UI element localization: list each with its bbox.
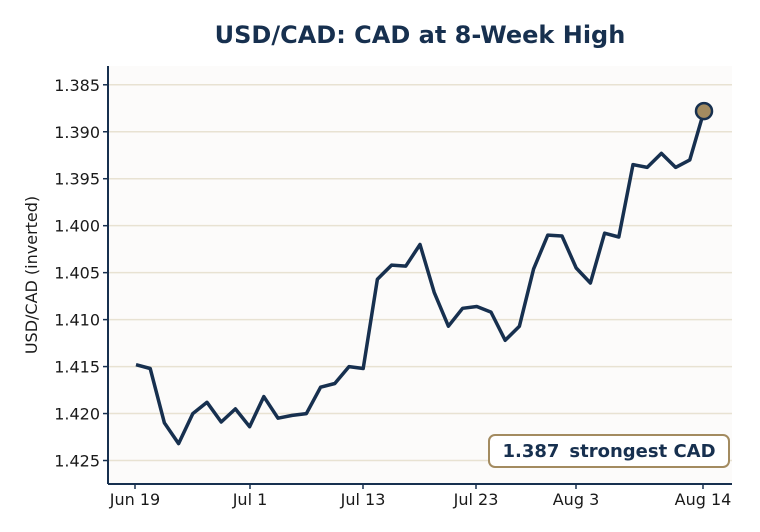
x-tick-label: Jul 23 <box>453 490 499 509</box>
y-axis-ticks: 1.385 1.390 1.395 1.400 1.405 1.410 1.415 1.420… <box>54 76 108 471</box>
y-tick-label: 1.385 <box>54 76 100 95</box>
y-tick-label: 1.400 <box>54 217 100 236</box>
x-tick-label: Aug 3 <box>553 490 600 509</box>
plot-area <box>108 66 732 484</box>
series-line <box>135 110 706 446</box>
last-point-marker <box>694 101 714 121</box>
x-tick-label: Jun 19 <box>109 490 160 509</box>
y-tick-label: 1.395 <box>54 170 100 189</box>
y-tick-label: 1.390 <box>54 123 100 142</box>
annotation-text: 1.387 strongest CAD <box>502 441 715 462</box>
annotation-box <box>488 434 730 468</box>
annotation-badge: 1.387 strongest CAD <box>488 434 730 468</box>
y-tick-label: 1.405 <box>54 264 100 283</box>
y-tick-label: 1.425 <box>54 452 100 471</box>
y-tick-label: 1.420 <box>54 405 100 424</box>
chart-title: USD/CAD: CAD at 8-Week High <box>215 21 626 49</box>
y-tick-label: 1.415 <box>54 358 100 377</box>
x-axis-ticks: Jun 19 Jul 1 Jul 13 Jul 23 Aug 3 Aug 14 <box>109 484 732 509</box>
grid <box>108 84 732 462</box>
annotation-label: strongest CAD <box>569 441 715 462</box>
y-axis-label: USD/CAD (inverted) <box>22 196 41 354</box>
x-tick-label: Jul 1 <box>232 490 268 509</box>
y-tick-label: 1.410 <box>54 311 100 330</box>
x-tick-label: Jul 13 <box>340 490 386 509</box>
x-tick-label: Aug 14 <box>675 490 732 509</box>
annotation-value: 1.387 <box>502 441 559 462</box>
